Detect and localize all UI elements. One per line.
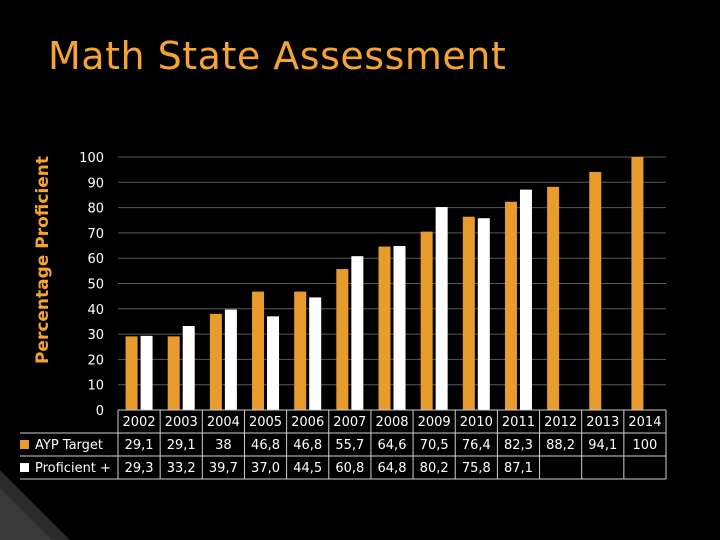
bar-ayp-target-2002 — [125, 336, 138, 410]
x-tick-label-2013: 2013 — [586, 415, 619, 430]
data-label-ayp-target-2012: 88,2 — [546, 438, 575, 453]
bar-ayp-target-2003 — [167, 336, 180, 410]
y-tick-label-100: 100 — [79, 151, 104, 166]
data-label-proficient-2003: 33,2 — [167, 461, 196, 476]
data-label-proficient-2009: 80,2 — [420, 461, 449, 476]
bar-proficient-2011 — [519, 189, 532, 410]
x-tick-label-2010: 2010 — [460, 415, 493, 430]
data-label-ayp-target-2005: 46,8 — [251, 438, 280, 453]
x-tick-label-2011: 2011 — [502, 415, 535, 430]
y-tick-label-10: 10 — [87, 379, 104, 394]
bar-proficient-2003 — [182, 326, 195, 410]
bar-ayp-target-2009 — [420, 231, 433, 410]
data-table: 2002 2003 2004 2005 2006 2007 2008 2009 2010 2011… — [20, 409, 667, 480]
data-label-ayp-target-2007: 55,7 — [335, 438, 364, 453]
bar-ayp-target-2011 — [504, 201, 517, 410]
legend-swatch-ayp-target — [20, 440, 29, 449]
y-tick-label-80: 80 — [87, 202, 104, 217]
bar-proficient-2010 — [477, 218, 490, 410]
data-label-proficient-2002: 29,3 — [125, 461, 154, 476]
x-tick-label-2004: 2004 — [207, 415, 240, 430]
legend-swatch-proficient — [20, 463, 29, 472]
bar-ayp-target-2014 — [631, 157, 644, 410]
data-label-proficient-2010: 75,8 — [462, 461, 491, 476]
x-tick-label-2014: 2014 — [628, 415, 661, 430]
y-tick-label-30: 30 — [87, 328, 104, 343]
data-label-ayp-target-2004: 38 — [215, 438, 232, 453]
data-label-proficient-2008: 64,8 — [378, 461, 407, 476]
data-label-ayp-target-2013: 94,1 — [588, 438, 617, 453]
data-label-ayp-target-2010: 76,4 — [462, 438, 491, 453]
bar-proficient-2007 — [351, 256, 364, 410]
data-label-ayp-target-2006: 46,8 — [293, 438, 322, 453]
x-tick-label-2008: 2008 — [375, 415, 408, 430]
x-tick-label-2005: 2005 — [249, 415, 282, 430]
bar-ayp-target-2012 — [547, 186, 560, 410]
bar-proficient-2004 — [224, 309, 237, 410]
x-tick-label-2006: 2006 — [291, 415, 324, 430]
bar-ayp-target-2013 — [589, 171, 602, 410]
data-label-proficient-2004: 39,7 — [209, 461, 238, 476]
bar-ayp-target-2007 — [336, 269, 349, 410]
x-tick-label-2012: 2012 — [544, 415, 577, 430]
data-label-ayp-target-2002: 29,1 — [125, 438, 154, 453]
y-tick-label-60: 60 — [87, 252, 104, 267]
x-tick-label-2003: 2003 — [165, 415, 198, 430]
data-label-proficient-2006: 44,5 — [293, 461, 322, 476]
x-tick-label-2009: 2009 — [418, 415, 451, 430]
slide-title: Math State Assessment — [48, 34, 507, 78]
bar-ayp-target-2006 — [294, 291, 307, 410]
legend-label-ayp-target: AYP Target — [35, 438, 103, 453]
y-tick-label-70: 70 — [87, 227, 104, 242]
corner-decoration — [0, 470, 70, 540]
data-label-proficient-2011: 87,1 — [504, 461, 533, 476]
y-axis-label: Percentage Proficient — [33, 156, 53, 364]
bar-proficient-2002 — [140, 335, 153, 410]
y-tick-label-20: 20 — [87, 353, 104, 368]
x-tick-label-2002: 2002 — [123, 415, 156, 430]
data-label-ayp-target-2011: 82,3 — [504, 438, 533, 453]
y-tick-label-90: 90 — [87, 176, 104, 191]
y-axis-ticks: 0 10 20 30 40 50 60 70 80 90 100 — [79, 151, 104, 419]
bar-proficient-2008 — [393, 246, 406, 410]
bar-proficient-2009 — [435, 207, 448, 410]
bar-proficient-2006 — [309, 297, 322, 410]
data-label-ayp-target-2014: 100 — [633, 438, 658, 453]
y-tick-label-50: 50 — [87, 278, 104, 293]
y-tick-label-0: 0 — [96, 404, 104, 419]
bar-ayp-target-2005 — [252, 291, 265, 410]
data-label-ayp-target-2003: 29,1 — [167, 438, 196, 453]
data-label-proficient-2007: 60,8 — [335, 461, 364, 476]
data-label-ayp-target-2008: 64,6 — [378, 438, 407, 453]
bar-ayp-target-2010 — [462, 216, 475, 410]
bar-ayp-target-2008 — [378, 246, 391, 410]
gridlines — [118, 156, 666, 386]
bars — [125, 157, 644, 410]
bar-proficient-2005 — [267, 316, 280, 410]
legend-label-proficient: Proficient + — [35, 461, 111, 476]
data-label-ayp-target-2009: 70,5 — [420, 438, 449, 453]
x-tick-label-2007: 2007 — [333, 415, 366, 430]
data-label-proficient-2005: 37,0 — [251, 461, 280, 476]
y-tick-label-40: 40 — [87, 303, 104, 318]
bar-ayp-target-2004 — [209, 313, 222, 410]
